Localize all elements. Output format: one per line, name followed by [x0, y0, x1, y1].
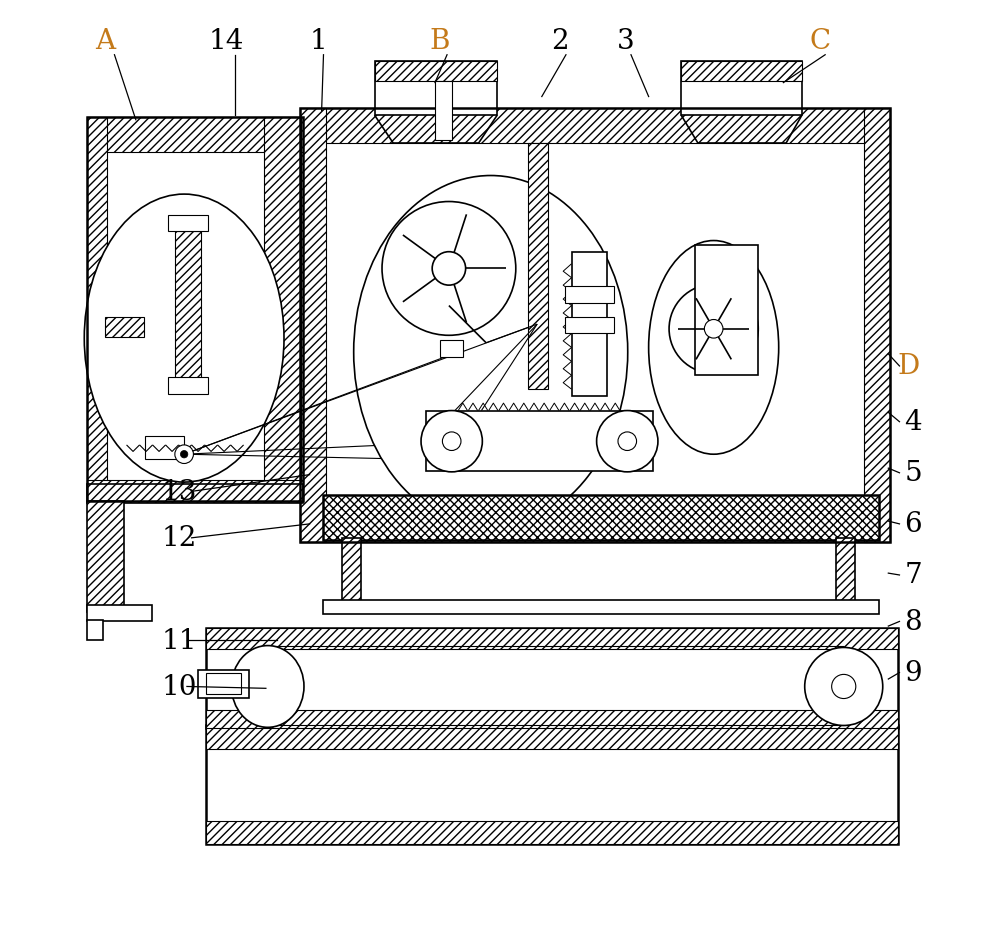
Bar: [206, 726, 898, 844]
Bar: [565, 317, 614, 334]
Bar: [145, 436, 184, 459]
Bar: [695, 246, 758, 376]
Text: A: A: [95, 28, 115, 56]
Text: 12: 12: [162, 524, 197, 552]
Text: 2: 2: [552, 28, 569, 56]
Bar: [87, 118, 303, 153]
Circle shape: [704, 320, 723, 339]
Bar: [198, 670, 249, 698]
Ellipse shape: [84, 195, 284, 483]
Bar: [87, 118, 107, 487]
Bar: [168, 215, 208, 232]
Bar: [87, 501, 124, 612]
Text: 5: 5: [905, 459, 922, 487]
Bar: [300, 515, 890, 543]
Bar: [342, 538, 361, 603]
Circle shape: [618, 432, 637, 451]
Bar: [440, 341, 463, 357]
Bar: [206, 628, 898, 650]
Ellipse shape: [232, 646, 304, 728]
Bar: [565, 287, 614, 303]
Text: 1: 1: [310, 28, 328, 56]
Bar: [375, 62, 497, 116]
Bar: [300, 109, 326, 543]
Bar: [300, 109, 890, 144]
Bar: [836, 538, 855, 603]
Bar: [87, 484, 303, 503]
Text: 6: 6: [905, 510, 922, 538]
Circle shape: [805, 648, 883, 726]
Text: B: B: [429, 28, 450, 56]
Bar: [681, 62, 802, 116]
Bar: [572, 252, 607, 396]
Text: 7: 7: [905, 561, 922, 589]
Bar: [206, 821, 898, 844]
Bar: [528, 144, 548, 390]
Bar: [426, 411, 653, 471]
Ellipse shape: [649, 241, 779, 455]
Bar: [87, 118, 303, 501]
Bar: [87, 481, 303, 501]
Bar: [87, 620, 103, 640]
Bar: [206, 674, 241, 694]
Bar: [435, 82, 452, 141]
Bar: [105, 317, 144, 338]
Ellipse shape: [210, 677, 236, 693]
Text: 13: 13: [162, 478, 197, 506]
Bar: [206, 710, 898, 728]
Circle shape: [180, 451, 188, 458]
Text: 4: 4: [905, 408, 922, 436]
Circle shape: [669, 285, 758, 374]
Circle shape: [432, 252, 466, 286]
Text: 10: 10: [162, 673, 197, 701]
Text: 8: 8: [905, 608, 922, 636]
Bar: [87, 605, 152, 622]
Text: C: C: [810, 28, 831, 56]
Bar: [168, 378, 208, 394]
Text: 3: 3: [617, 28, 634, 56]
Bar: [206, 726, 898, 749]
Text: 11: 11: [162, 626, 197, 654]
Circle shape: [597, 411, 658, 472]
Bar: [864, 109, 890, 543]
Bar: [175, 232, 201, 380]
Bar: [264, 118, 301, 487]
Bar: [323, 600, 879, 614]
Text: D: D: [898, 353, 920, 380]
Bar: [681, 62, 802, 82]
Circle shape: [442, 432, 461, 451]
Text: 14: 14: [208, 28, 244, 56]
Circle shape: [832, 675, 856, 699]
Bar: [206, 628, 898, 728]
Text: 9: 9: [905, 659, 922, 687]
Circle shape: [382, 202, 516, 336]
Circle shape: [421, 411, 482, 472]
Ellipse shape: [354, 176, 628, 529]
Circle shape: [175, 445, 193, 464]
Bar: [300, 109, 890, 543]
Bar: [323, 496, 879, 540]
Bar: [375, 62, 497, 82]
